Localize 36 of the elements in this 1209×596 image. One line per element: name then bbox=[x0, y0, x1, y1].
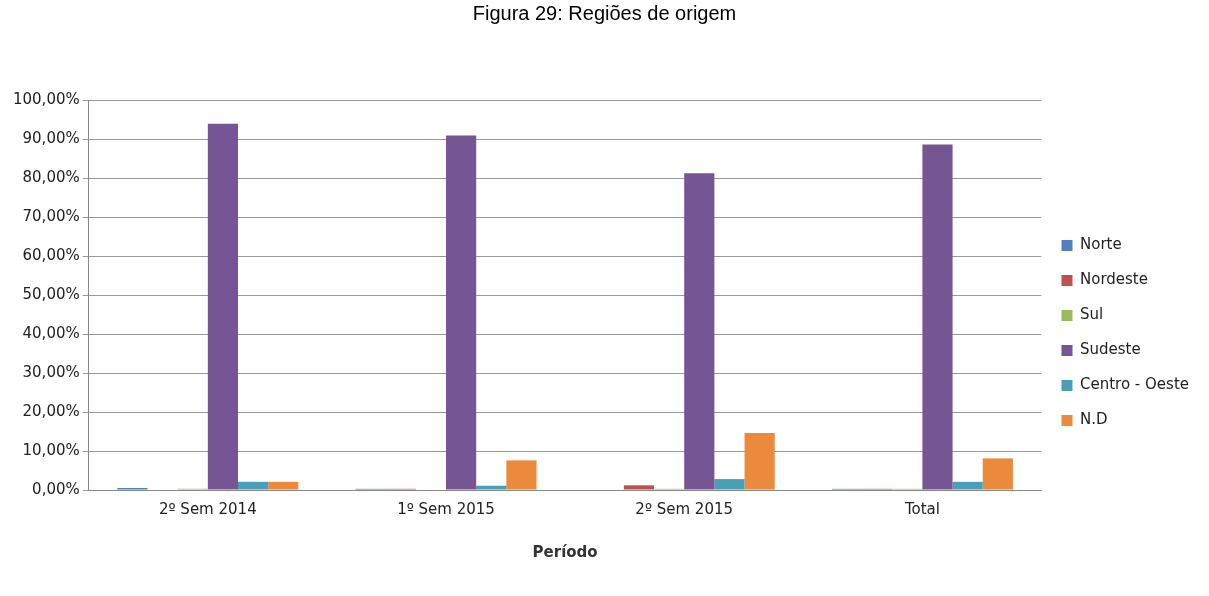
y-tick-label: 100,00% bbox=[12, 89, 80, 108]
bar bbox=[744, 433, 775, 490]
bar bbox=[623, 485, 655, 490]
legend-label: N.D bbox=[1079, 410, 1108, 429]
legend-label: Sul bbox=[1079, 305, 1104, 324]
bar bbox=[476, 485, 507, 490]
legend-label: Norte bbox=[1079, 235, 1122, 254]
bar bbox=[714, 479, 745, 490]
y-tick-label: 30,00% bbox=[22, 362, 80, 381]
x-tick-label: Total bbox=[903, 499, 940, 518]
y-tick-label: 50,00% bbox=[22, 284, 80, 303]
y-tick-label: 40,00% bbox=[22, 323, 80, 342]
x-tick-label: 1º Sem 2015 bbox=[397, 499, 495, 518]
bar bbox=[268, 481, 299, 490]
bar bbox=[982, 458, 1013, 490]
bar bbox=[238, 481, 269, 490]
y-tick-label: 0,00% bbox=[32, 479, 80, 498]
bar bbox=[207, 123, 238, 490]
y-tick-label: 60,00% bbox=[22, 245, 80, 264]
chart-title: Figura 29: Regiões de origem bbox=[471, 2, 738, 25]
legend-label: Sudeste bbox=[1079, 340, 1141, 359]
y-tick-label: 20,00% bbox=[22, 401, 80, 420]
x-tick-label: 2º Sem 2014 bbox=[158, 499, 257, 518]
bar bbox=[684, 173, 715, 490]
legend-label: Centro - Oeste bbox=[1079, 375, 1189, 394]
legend-label: Nordeste bbox=[1079, 270, 1148, 289]
bar bbox=[922, 144, 953, 490]
bar bbox=[506, 460, 537, 490]
y-tick-label: 90,00% bbox=[22, 128, 80, 147]
y-tick-label: 70,00% bbox=[22, 206, 80, 225]
bar bbox=[446, 135, 477, 490]
y-tick-label: 10,00% bbox=[22, 440, 80, 459]
bar bbox=[952, 481, 983, 490]
x-tick-label: 2º Sem 2015 bbox=[635, 499, 734, 518]
x-axis-title: Período bbox=[532, 542, 598, 561]
y-tick-label: 80,00% bbox=[22, 167, 80, 186]
